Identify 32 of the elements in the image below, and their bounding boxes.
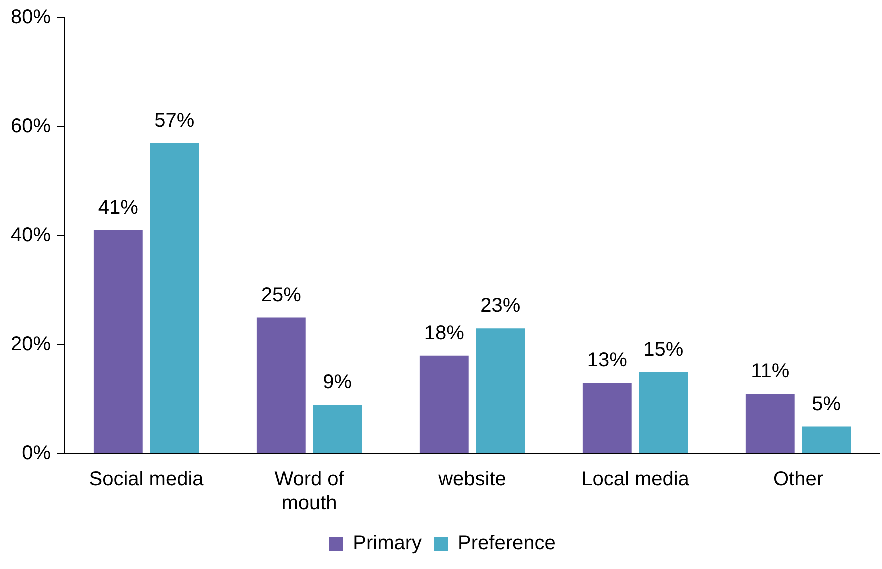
data-label: 23%	[480, 295, 521, 318]
data-label: 41%	[98, 197, 139, 220]
x-tick-label: Social media	[89, 468, 205, 491]
data-label: 9%	[323, 371, 352, 394]
data-label: 18%	[424, 322, 465, 344]
bar	[639, 372, 688, 454]
bar	[582, 383, 632, 454]
bar	[476, 328, 526, 454]
legend-label: Preference	[458, 532, 556, 555]
legend-label: Primary	[353, 532, 422, 555]
bar	[313, 404, 362, 454]
y-tick-label: 0%	[22, 442, 52, 465]
y-tick-label: 80%	[11, 6, 52, 29]
x-tick-label: Other	[773, 468, 824, 491]
bar	[746, 394, 795, 454]
bar	[94, 230, 143, 454]
bar	[420, 356, 469, 454]
data-label: 5%	[812, 393, 842, 416]
bar	[802, 426, 852, 454]
data-label: 57%	[154, 110, 195, 132]
x-tick-label: website	[438, 468, 506, 491]
bar	[150, 143, 200, 454]
data-label: 25%	[261, 284, 302, 306]
data-label: 11%	[751, 360, 790, 383]
y-tick-label: 40%	[11, 224, 52, 247]
data-label: 13%	[587, 350, 628, 372]
bar	[256, 318, 306, 454]
y-tick-label: 60%	[11, 116, 52, 138]
data-label: 15%	[644, 338, 684, 361]
y-tick-label: 20%	[11, 334, 52, 356]
x-tick-label: Local media	[582, 468, 690, 491]
x-tick-label: Word of mouth	[274, 468, 345, 515]
